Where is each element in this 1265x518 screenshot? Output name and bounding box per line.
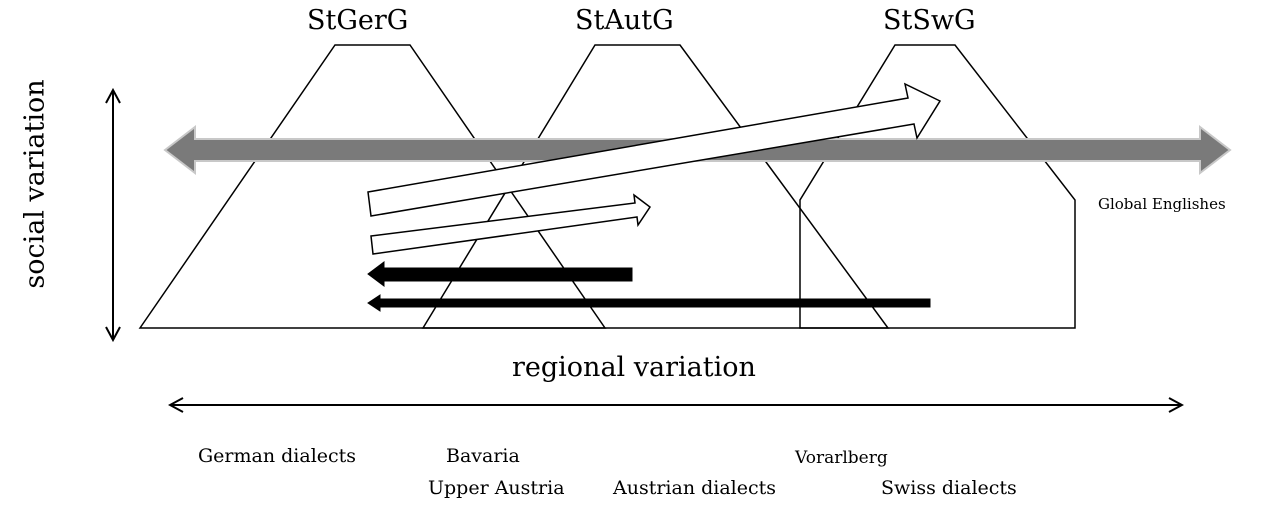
reverse-arrow-long — [367, 294, 931, 312]
reverse-arrow-short — [367, 261, 633, 287]
region-austrian-dialects: Austrian dialects — [613, 477, 777, 499]
stswg-shape — [799, 44, 1076, 329]
region-bavaria: Bavaria — [446, 445, 520, 467]
stgerg-label: StGerG — [307, 5, 409, 36]
stswg-label: StSwG — [883, 5, 976, 36]
flow-arrow-to-swiss — [367, 82, 942, 217]
stautg-label: StAutG — [575, 5, 674, 36]
social-variation-label: social variation — [19, 79, 51, 289]
region-german-dialects: German dialects — [198, 445, 357, 467]
region-vorarlberg: Vorarlberg — [795, 448, 888, 468]
region-upper-austria: Upper Austria — [428, 477, 565, 499]
global-englishes-label: Global Englishes — [1098, 195, 1226, 213]
regional-variation-label: regional variation — [512, 352, 756, 383]
flow-arrow-to-austrian — [370, 193, 652, 255]
region-swiss-dialects: Swiss dialects — [881, 477, 1017, 499]
